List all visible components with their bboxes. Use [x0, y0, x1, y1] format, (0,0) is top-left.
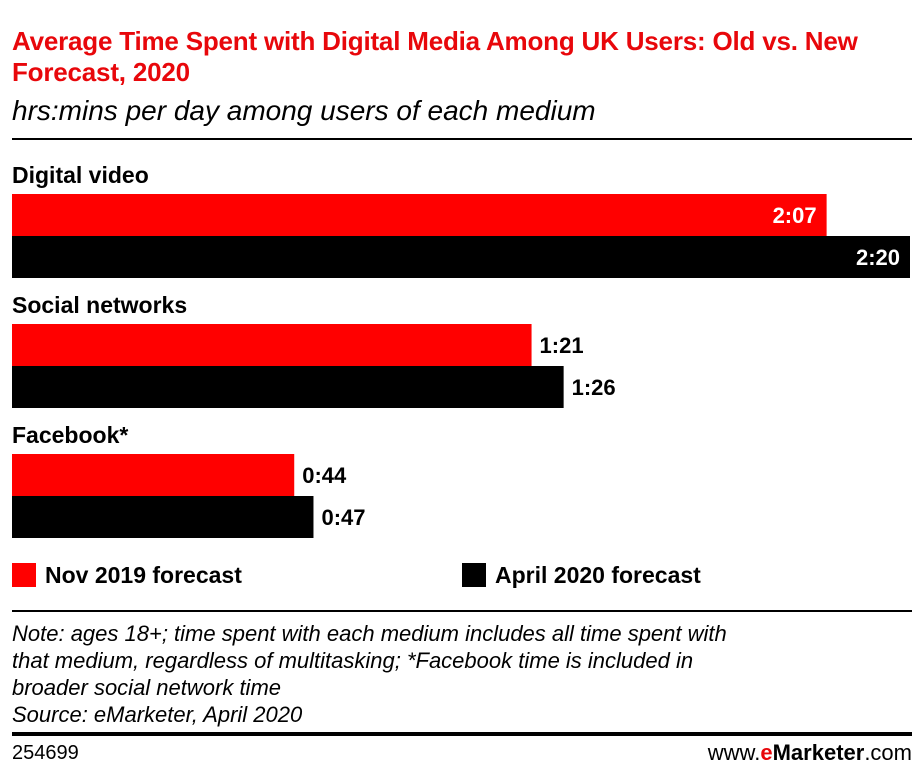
- note-line-3: broader social network time: [12, 675, 282, 700]
- data-label-digital-video-nov-2019-forecast: 2:07: [773, 203, 817, 228]
- legend-swatch-nov-2019: [12, 563, 36, 587]
- note-divider: [12, 610, 912, 612]
- legend-item-april-2020: April 2020 forecast: [462, 560, 701, 590]
- legend-label-nov-2019: Nov 2019 forecast: [45, 561, 242, 588]
- emarketer-link[interactable]: www.eMarketer.com: [708, 740, 912, 766]
- brand-suffix: .com: [864, 740, 912, 765]
- footer-divider: [12, 732, 912, 736]
- legend-item-nov-2019: Nov 2019 forecast: [12, 560, 242, 590]
- brand-prefix: www.: [707, 740, 761, 765]
- bar-digital-video-nov-2019-forecast: [12, 194, 827, 236]
- note-source: Source: eMarketer, April 2020: [12, 702, 303, 727]
- header-divider: [12, 138, 912, 140]
- data-label-social-networks-april-2020-forecast: 1:26: [572, 375, 616, 400]
- note-line-2: that medium, regardless of multitasking;…: [12, 648, 694, 673]
- bar-facebook-april-2020-forecast: [12, 496, 314, 538]
- bar-chart: Digital video 2:07 2:20 Social networks 1:21…: [12, 162, 910, 538]
- data-label-digital-video-april-2020-forecast: 2:20: [856, 245, 900, 270]
- category-label-social-networks: Social networks: [12, 292, 187, 318]
- brand-name: Marketer: [772, 740, 865, 765]
- bar-social-networks-nov-2019-forecast: [12, 324, 532, 366]
- note-line-1: Note: ages 18+; time spent with each med…: [12, 621, 727, 646]
- chart-id: 254699: [12, 742, 79, 764]
- category-label-digital-video: Digital video: [12, 162, 149, 188]
- chart-note: Note: ages 18+; time spent with each med…: [12, 620, 912, 728]
- bar-social-networks-april-2020-forecast: [12, 366, 564, 408]
- legend-swatch-april-2020: [462, 563, 486, 587]
- data-label-social-networks-nov-2019-forecast: 1:21: [540, 333, 584, 358]
- bar-facebook-nov-2019-forecast: [12, 454, 295, 496]
- bar-digital-video-april-2020-forecast: [12, 236, 910, 278]
- brand-accent: e: [760, 740, 773, 765]
- category-label-facebook: Facebook*: [12, 422, 128, 448]
- data-label-facebook-nov-2019-forecast: 0:44: [302, 463, 347, 488]
- chart-title: Average Time Spent with Digital Media Am…: [12, 26, 858, 87]
- data-label-facebook-april-2020-forecast: 0:47: [321, 505, 365, 530]
- legend-label-april-2020: April 2020 forecast: [495, 561, 701, 588]
- chart-subtitle: hrs:mins per day among users of each med…: [12, 95, 596, 126]
